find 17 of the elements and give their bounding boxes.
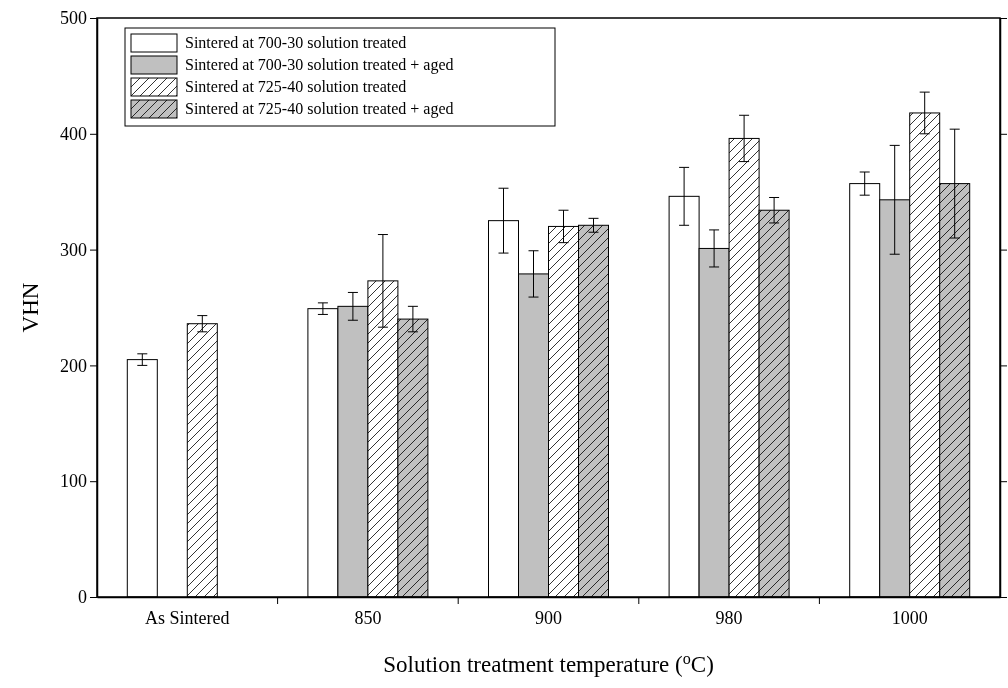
legend-label: Sintered at 700-30 solution treated + aged: [185, 56, 454, 74]
legend-label: Sintered at 725-40 solution treated: [185, 78, 407, 95]
x-tick-label: 1000: [891, 607, 928, 628]
y-tick-label: 500: [60, 8, 87, 29]
legend-label: Sintered at 725-40 solution treated + aged: [185, 100, 454, 118]
y-tick-label: 0: [78, 587, 87, 608]
y-tick-label: 300: [60, 239, 87, 260]
y-axis-title: VHN: [18, 282, 43, 333]
x-axis-title: Solution treatment temperature ($^{o}$C): [383, 649, 714, 677]
y-tick-label: 100: [60, 471, 87, 492]
x-tick-label: 850: [354, 607, 382, 628]
legend-label: Sintered at 700-30 solution treated: [185, 34, 407, 51]
x-tick-label: As Sintered: [145, 607, 230, 628]
x-tick-label: 900: [535, 607, 562, 628]
y-tick-label: 200: [60, 355, 87, 376]
y-tick-label: 400: [60, 124, 87, 145]
x-tick-label: 980: [715, 607, 743, 628]
